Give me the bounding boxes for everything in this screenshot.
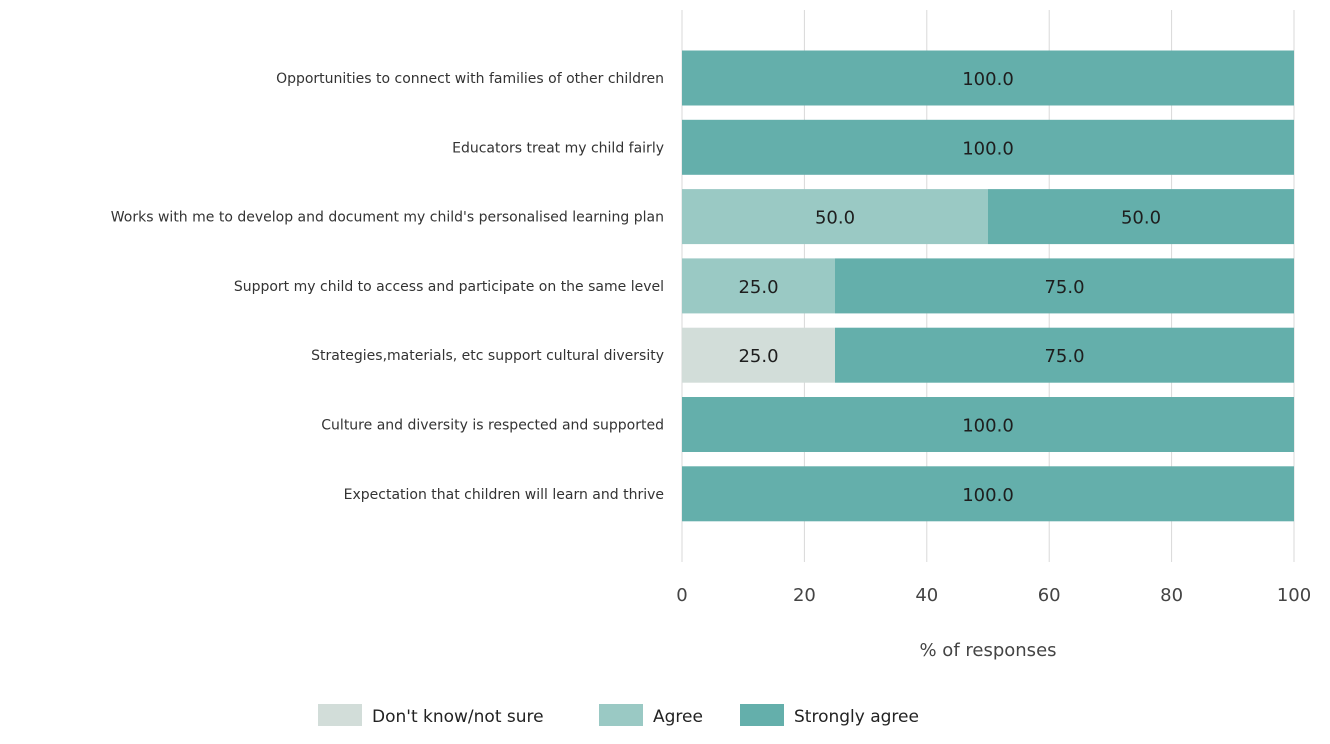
bar-segment	[682, 466, 1294, 522]
data-label: 100.0	[962, 138, 1014, 159]
bar-segment	[988, 189, 1294, 245]
data-label: 25.0	[738, 346, 778, 367]
category-label: Culture and diversity is respected and s…	[321, 418, 664, 434]
legend-label: Don't know/not sure	[372, 707, 544, 727]
legend-label: Agree	[653, 707, 703, 727]
legend-label: Strongly agree	[794, 707, 919, 727]
bar-segment	[682, 258, 835, 314]
category-label: Works with me to develop and document my…	[111, 210, 664, 226]
x-axis-title: % of responses	[919, 640, 1056, 661]
data-label: 75.0	[1044, 277, 1084, 298]
legend: Don't know/not sure Agree Strongly agree	[318, 704, 919, 727]
x-axis-ticks: 0 20 40 60 80 100	[676, 585, 1311, 606]
category-label: Expectation that children will learn and…	[344, 487, 664, 503]
x-tick-label: 80	[1160, 585, 1183, 606]
legend-swatch	[318, 704, 362, 726]
category-labels: Opportunities to connect with families o…	[111, 71, 664, 503]
data-label: 100.0	[962, 69, 1014, 90]
legend-swatch	[740, 704, 784, 726]
x-tick-label: 100	[1277, 585, 1311, 606]
data-label: 75.0	[1044, 346, 1084, 367]
legend-swatch	[599, 704, 643, 726]
data-label: 25.0	[738, 277, 778, 298]
data-label: 50.0	[1121, 208, 1161, 229]
bar-segment	[835, 258, 1294, 314]
category-label: Support my child to access and participa…	[234, 279, 664, 295]
x-tick-label: 20	[793, 585, 816, 606]
x-tick-label: 0	[676, 585, 687, 606]
category-label: Strategies,materials, etc support cultur…	[311, 348, 664, 364]
data-label: 100.0	[962, 416, 1014, 437]
bar-segment	[682, 397, 1294, 452]
bar-segment	[682, 327, 835, 383]
bar-segment	[682, 119, 1294, 175]
category-label: Educators treat my child fairly	[452, 140, 664, 156]
data-label: 100.0	[962, 485, 1014, 506]
x-tick-label: 40	[915, 585, 938, 606]
category-label: Opportunities to connect with families o…	[276, 71, 664, 87]
bars: 100.0 100.0 50.0 50.0 25.0 75.0 25.0 75.0 100.0 1…	[682, 50, 1294, 522]
bar-segment	[682, 50, 1294, 106]
bar-segment	[682, 189, 988, 245]
x-tick-label: 60	[1038, 585, 1061, 606]
bar-segment	[835, 327, 1294, 383]
data-label: 50.0	[815, 208, 855, 229]
